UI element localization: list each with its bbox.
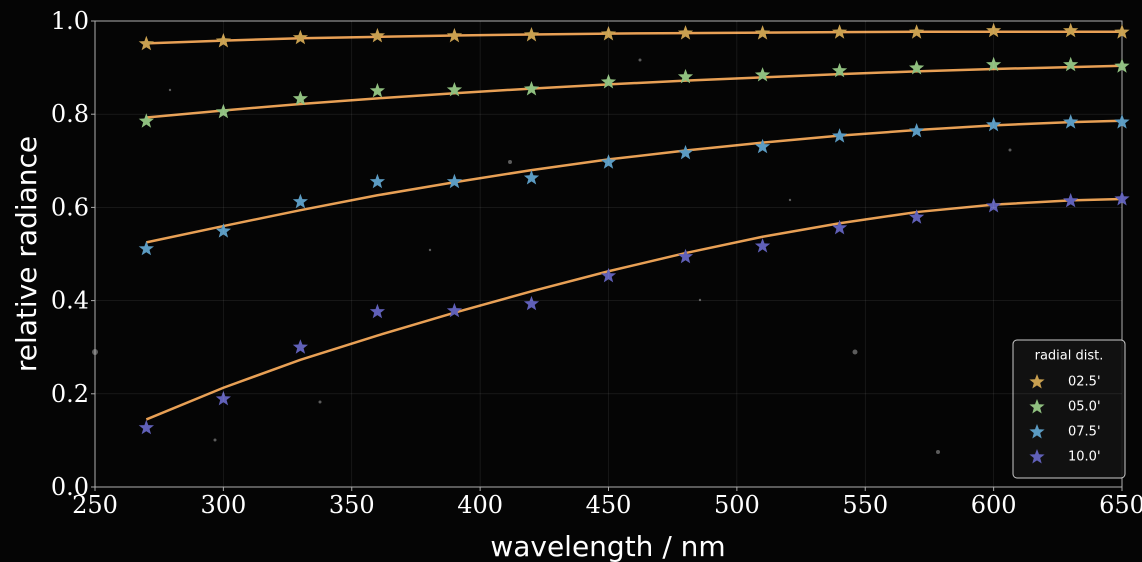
x-tick-label: 400 <box>457 491 503 519</box>
x-axis-label: wavelength / nm <box>490 530 725 562</box>
x-tick-label: 350 <box>329 491 375 519</box>
legend-label: 05.0' <box>1068 400 1101 415</box>
x-tick-label: 300 <box>200 491 246 519</box>
legend-label: 10.0' <box>1068 450 1101 465</box>
x-tick-label: 500 <box>714 491 760 519</box>
legend: radial dist. 02.5' 05.0' 07.5' 10.0' <box>1013 340 1125 478</box>
x-tick-label: 600 <box>971 491 1017 519</box>
legend-title: radial dist. <box>1035 349 1104 364</box>
y-tick-label: 1.0 <box>51 7 89 35</box>
x-tick-label: 650 <box>1099 491 1142 519</box>
legend-label: 02.5' <box>1068 375 1101 390</box>
y-tick-label: 0.4 <box>51 287 89 315</box>
y-tick-label: 0.6 <box>51 193 89 221</box>
y-tick-label: 0.0 <box>51 473 89 501</box>
x-tick-label: 550 <box>842 491 888 519</box>
y-tick-label: 0.8 <box>51 100 89 128</box>
y-axis-label: relative radiance <box>10 136 43 372</box>
y-tick-label: 0.2 <box>51 380 89 408</box>
legend-label: 07.5' <box>1068 425 1101 440</box>
chart: wavelength / nm relative radiance radial… <box>0 0 1142 562</box>
x-tick-label: 450 <box>586 491 632 519</box>
